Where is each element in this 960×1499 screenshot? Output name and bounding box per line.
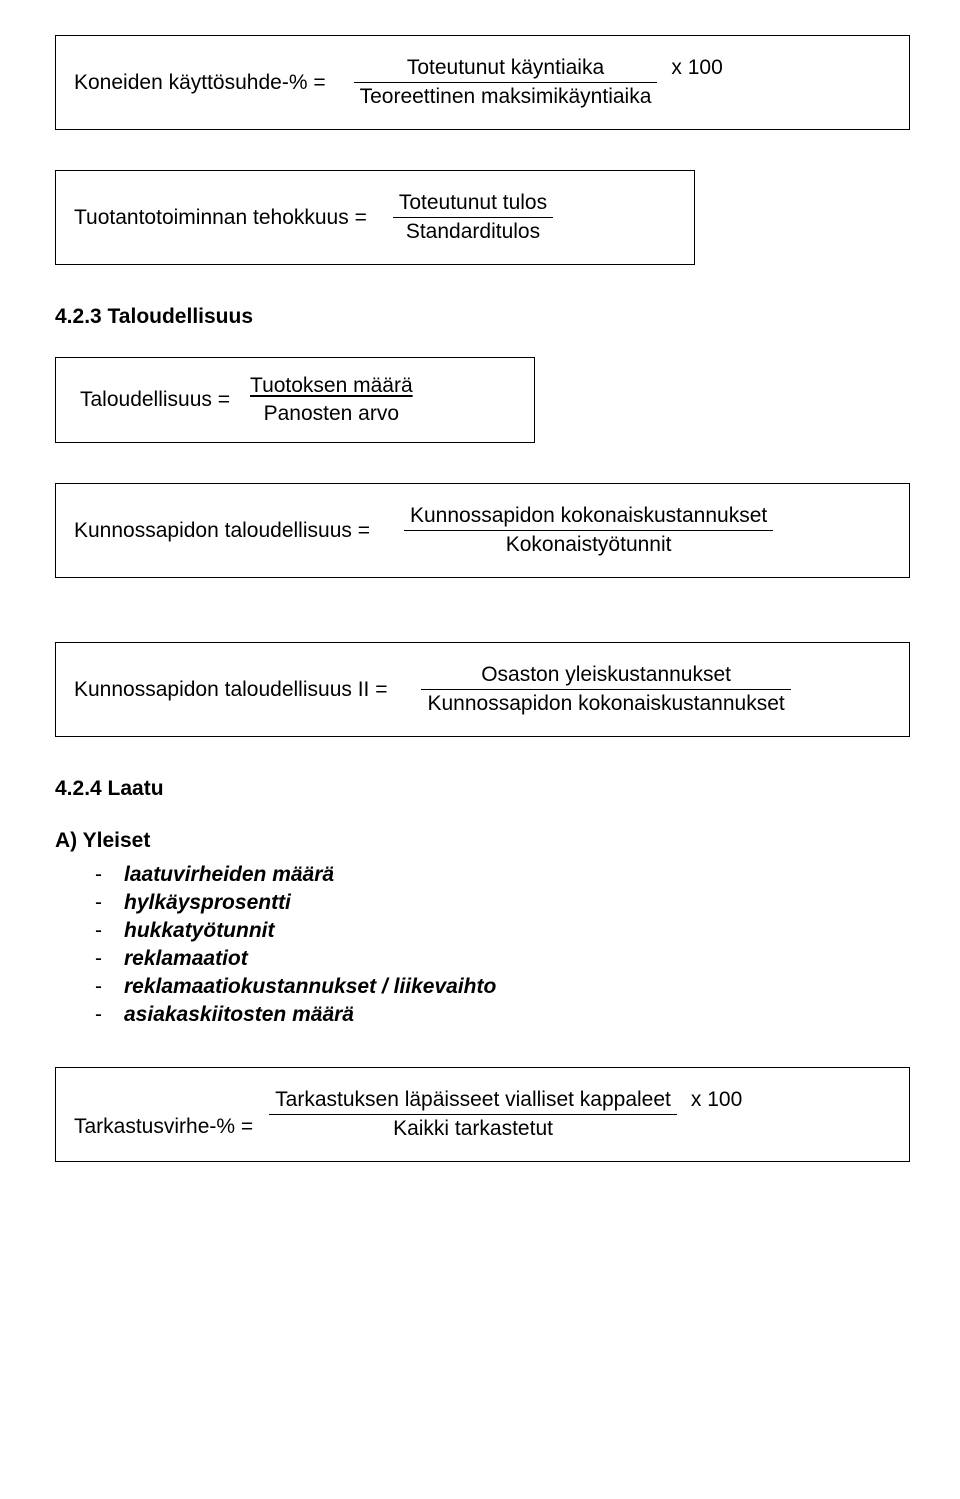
- fraction: Tarkastuksen läpäisseet vialliset kappal…: [269, 1086, 677, 1143]
- formula-row: Tuotantotoiminnan tehokkuus = Toteutunut…: [74, 189, 676, 246]
- fraction: Kunnossapidon kokonaiskustannukset Kokon…: [404, 502, 773, 559]
- numerator: Tuotoksen määrä: [244, 372, 419, 400]
- fraction: Toteutunut käyntiaika Teoreettinen maksi…: [354, 54, 658, 111]
- formula-row: Koneiden käyttösuhde-% = Toteutunut käyn…: [74, 54, 891, 111]
- formula-box-taloudellisuus: Taloudellisuus = Tuotoksen määrä Panoste…: [55, 357, 535, 443]
- denominator: Kunnossapidon kokonaiskustannukset: [421, 690, 790, 718]
- dash-icon: -: [95, 863, 102, 887]
- dash-icon: -: [95, 975, 102, 999]
- dash-icon: -: [95, 919, 102, 943]
- list-item: -reklamaatiokustannukset / liikevaihto: [55, 975, 910, 999]
- fraction: Osaston yleiskustannukset Kunnossapidon …: [421, 661, 790, 718]
- formula-row: Taloudellisuus = Tuotoksen määrä Panoste…: [74, 372, 516, 428]
- denominator: Teoreettinen maksimikäyntiaika: [354, 83, 658, 111]
- formula-row: Tarkastusvirhe-% = Tarkastuksen läpäisse…: [74, 1086, 891, 1143]
- lhs: Tuotantotoiminnan tehokkuus =: [74, 206, 367, 230]
- fraction: Toteutunut tulos Standarditulos: [393, 189, 553, 246]
- denominator: Kaikki tarkastetut: [387, 1115, 559, 1143]
- list-item: -asiakaskiitosten määrä: [55, 1003, 910, 1027]
- list-item-label: reklamaatiot: [124, 947, 248, 971]
- section-heading-423: 4.2.3 Taloudellisuus: [55, 305, 910, 329]
- formula-box-kayttosuhde: Koneiden käyttösuhde-% = Toteutunut käyn…: [55, 35, 910, 130]
- denominator: Panosten arvo: [258, 400, 405, 428]
- list-item-label: asiakaskiitosten määrä: [124, 1003, 354, 1027]
- section-heading-424: 4.2.4 Laatu: [55, 777, 910, 801]
- numerator: Tarkastuksen läpäisseet vialliset kappal…: [269, 1086, 677, 1114]
- lhs: Taloudellisuus =: [80, 388, 230, 412]
- numerator: Kunnossapidon kokonaiskustannukset: [404, 502, 773, 530]
- formula-row: Kunnossapidon taloudellisuus = Kunnossap…: [74, 502, 891, 559]
- subheading-yleiset: A) Yleiset: [55, 829, 910, 853]
- list-item-label: laatuvirheiden määrä: [124, 863, 334, 887]
- lhs: Tarkastusvirhe-% =: [74, 1115, 253, 1139]
- trailer: x 100: [671, 56, 722, 80]
- bullet-list-yleiset: -laatuvirheiden määrä -hylkäysprosentti …: [55, 863, 910, 1027]
- list-item-label: reklamaatiokustannukset / liikevaihto: [124, 975, 496, 999]
- denominator: Kokonaistyötunnit: [500, 531, 678, 559]
- formula-box-tehokkuus: Tuotantotoiminnan tehokkuus = Toteutunut…: [55, 170, 695, 265]
- list-item-label: hylkäysprosentti: [124, 891, 291, 915]
- list-item: -hylkäysprosentti: [55, 891, 910, 915]
- numerator: Toteutunut käyntiaika: [401, 54, 610, 82]
- formula-box-kunnossapito-taloudellisuus-2: Kunnossapidon taloudellisuus II = Osasto…: [55, 642, 910, 737]
- formula-row: Kunnossapidon taloudellisuus II = Osasto…: [74, 661, 891, 718]
- formula-box-tarkastusvirhe: Tarkastusvirhe-% = Tarkastuksen läpäisse…: [55, 1067, 910, 1162]
- formula-box-kunnossapito-taloudellisuus: Kunnossapidon taloudellisuus = Kunnossap…: [55, 483, 910, 578]
- dash-icon: -: [95, 947, 102, 971]
- list-item-label: hukkatyötunnit: [124, 919, 275, 943]
- denominator: Standarditulos: [400, 218, 546, 246]
- lhs: Kunnossapidon taloudellisuus =: [74, 519, 370, 543]
- lhs: Kunnossapidon taloudellisuus II =: [74, 678, 387, 702]
- list-item: -hukkatyötunnit: [55, 919, 910, 943]
- fraction: Tuotoksen määrä Panosten arvo: [244, 372, 419, 428]
- dash-icon: -: [95, 891, 102, 915]
- dash-icon: -: [95, 1003, 102, 1027]
- lhs: Koneiden käyttösuhde-% =: [74, 71, 326, 95]
- numerator: Toteutunut tulos: [393, 189, 553, 217]
- list-item: -laatuvirheiden määrä: [55, 863, 910, 887]
- numerator: Osaston yleiskustannukset: [475, 661, 737, 689]
- list-item: -reklamaatiot: [55, 947, 910, 971]
- trailer: x 100: [691, 1088, 742, 1112]
